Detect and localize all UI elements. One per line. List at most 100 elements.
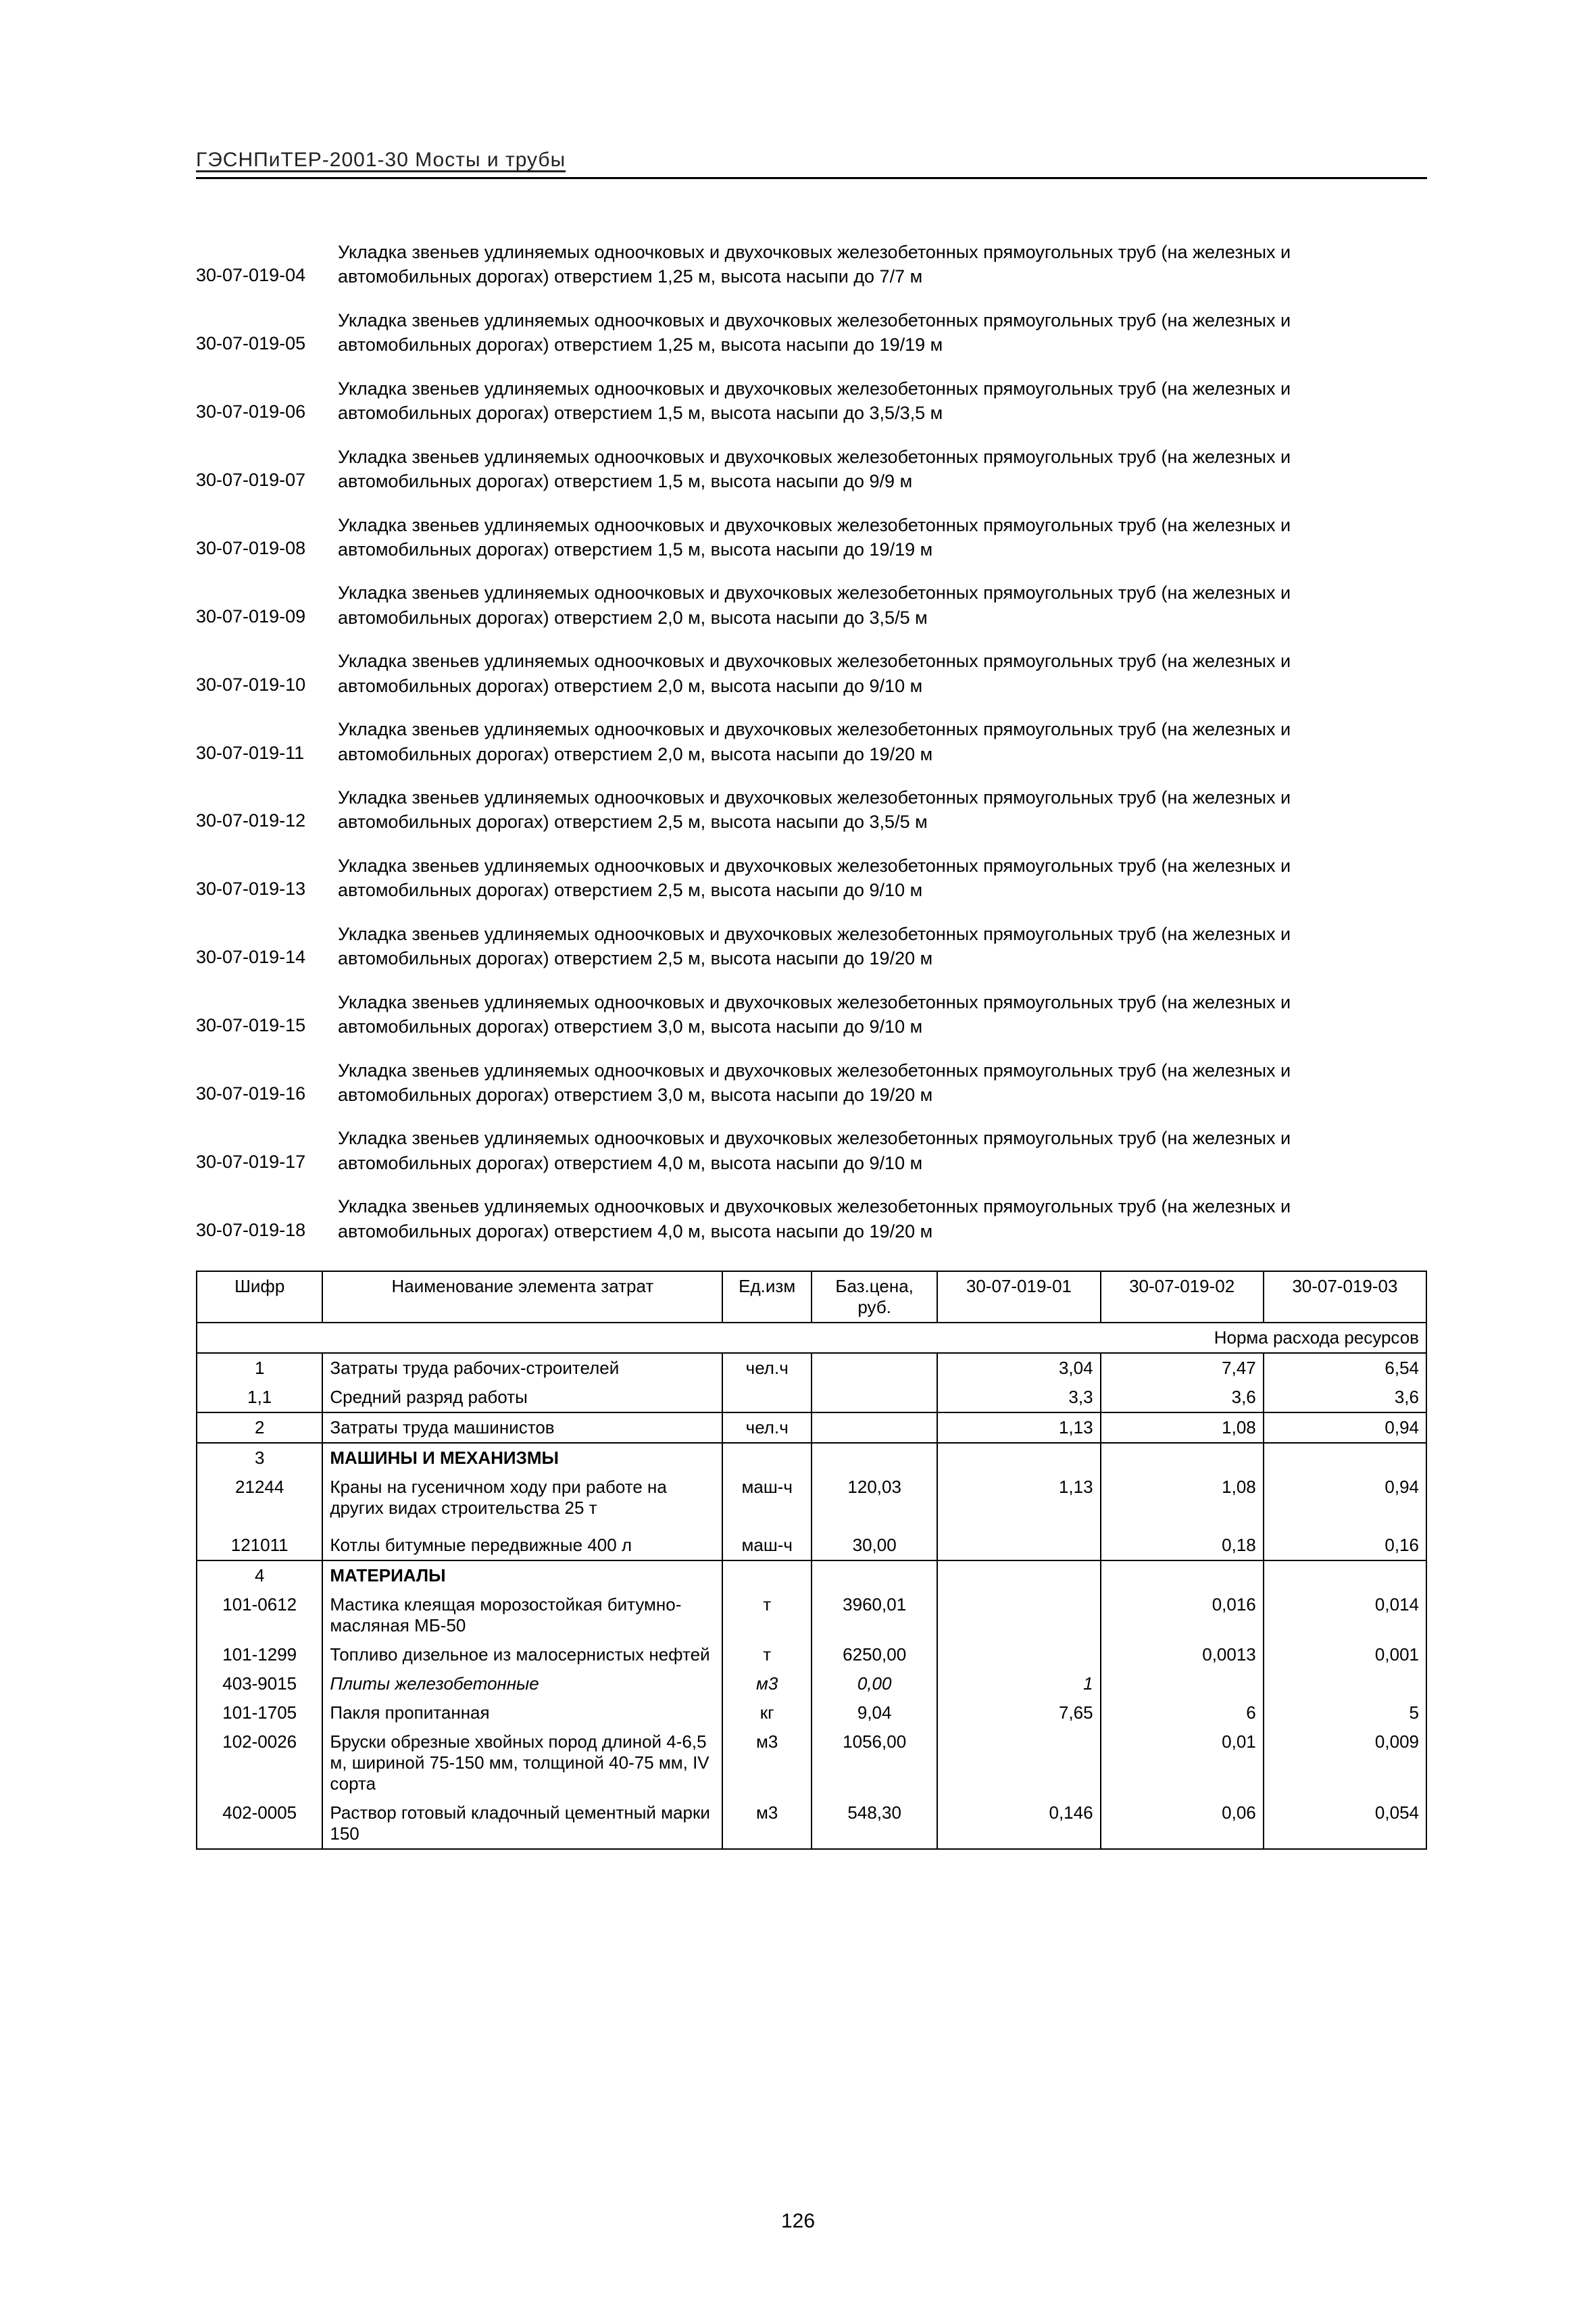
table-cell xyxy=(722,1383,812,1412)
table-cell xyxy=(812,1523,937,1531)
table-cell: м3 xyxy=(722,1727,812,1798)
col-v1: 30-07-019-01 xyxy=(937,1271,1100,1323)
table-row: 102-0026Бруски обрезные хвойных пород дл… xyxy=(197,1727,1426,1798)
table-cell xyxy=(1101,1669,1264,1698)
table-cell xyxy=(937,1560,1100,1590)
entry-row: 30-07-019-15Укладка звеньев удлиняемых о… xyxy=(196,990,1427,1039)
entry-code: 30-07-019-16 xyxy=(196,1058,338,1108)
entry-code: 30-07-019-12 xyxy=(196,785,338,835)
entry-code: 30-07-019-06 xyxy=(196,376,338,426)
table-cell: Раствор готовый кладочный цементный марк… xyxy=(322,1798,722,1849)
table-row: 101-0612Мастика клеящая морозостойкая би… xyxy=(197,1590,1426,1640)
entry-row: 30-07-019-08Укладка звеньев удлиняемых о… xyxy=(196,513,1427,562)
table-cell: 1,13 xyxy=(937,1412,1100,1443)
entry-code: 30-07-019-08 xyxy=(196,513,338,562)
page-number: 126 xyxy=(0,2210,1596,2233)
table-row: 1Затраты труда рабочих-строителейчел.ч3,… xyxy=(197,1353,1426,1383)
table-cell xyxy=(937,1727,1100,1798)
entry-code: 30-07-019-07 xyxy=(196,445,338,494)
table-cell: Бруски обрезные хвойных пород длиной 4-6… xyxy=(322,1727,722,1798)
table-cell xyxy=(197,1523,322,1531)
table-cell: Пакля пропитанная xyxy=(322,1698,722,1727)
table-cell: т xyxy=(722,1640,812,1669)
table-cell xyxy=(1264,1560,1426,1590)
table-header-row: Шифр Наименование элемента затрат Ед.изм… xyxy=(197,1271,1426,1323)
table-cell: 0,0013 xyxy=(1101,1640,1264,1669)
entry-description: Укладка звеньев удлиняемых одноочковых и… xyxy=(338,1126,1427,1175)
table-cell: чел.ч xyxy=(722,1412,812,1443)
table-cell: кг xyxy=(722,1698,812,1727)
table-row: 3МАШИНЫ И МЕХАНИЗМЫ xyxy=(197,1443,1426,1473)
table-row: 101-1705Пакля пропитаннаякг9,047,6565 xyxy=(197,1698,1426,1727)
table-cell xyxy=(937,1640,1100,1669)
table-cell: 6,54 xyxy=(1264,1353,1426,1383)
table-cell: 0,146 xyxy=(937,1798,1100,1849)
col-baseprice: Баз.цена, руб. xyxy=(812,1271,937,1323)
entry-row: 30-07-019-18Укладка звеньев удлиняемых о… xyxy=(196,1194,1427,1244)
table-cell xyxy=(812,1353,937,1383)
col-v2: 30-07-019-02 xyxy=(1101,1271,1264,1323)
entry-row: 30-07-019-07Укладка звеньев удлиняемых о… xyxy=(196,445,1427,494)
table-cell: 102-0026 xyxy=(197,1727,322,1798)
table-cell: 3,3 xyxy=(937,1383,1100,1412)
entry-row: 30-07-019-11Укладка звеньев удлиняемых о… xyxy=(196,717,1427,766)
table-cell: 0,054 xyxy=(1264,1798,1426,1849)
entry-row: 30-07-019-14Укладка звеньев удлиняемых о… xyxy=(196,922,1427,971)
entry-row: 30-07-019-04Укладка звеньев удлиняемых о… xyxy=(196,240,1427,289)
table-cell: 0,01 xyxy=(1101,1727,1264,1798)
table-cell: 30,00 xyxy=(812,1531,937,1560)
table-cell: 2 xyxy=(197,1412,322,1443)
entry-description: Укладка звеньев удлиняемых одноочковых и… xyxy=(338,717,1427,766)
table-cell: 7,47 xyxy=(1101,1353,1264,1383)
table-cell: 0,94 xyxy=(1264,1473,1426,1523)
table-cell: 101-1299 xyxy=(197,1640,322,1669)
table-cell xyxy=(812,1412,937,1443)
table-cell: т xyxy=(722,1590,812,1640)
table-cell xyxy=(812,1383,937,1412)
entry-description: Укладка звеньев удлиняемых одноочковых и… xyxy=(338,922,1427,971)
table-cell xyxy=(722,1523,812,1531)
table-cell xyxy=(937,1523,1100,1531)
table-cell: 1,08 xyxy=(1101,1412,1264,1443)
table-cell xyxy=(1101,1560,1264,1590)
table-cell xyxy=(937,1443,1100,1473)
table-cell: 3,6 xyxy=(1264,1383,1426,1412)
table-cell xyxy=(937,1590,1100,1640)
table-cell: 121011 xyxy=(197,1531,322,1560)
table-cell: МАТЕРИАЛЫ xyxy=(322,1560,722,1590)
table-cell xyxy=(812,1443,937,1473)
entry-code: 30-07-019-05 xyxy=(196,308,338,358)
entry-code: 30-07-019-04 xyxy=(196,240,338,289)
table-cell xyxy=(1264,1523,1426,1531)
table-cell: 1,08 xyxy=(1101,1473,1264,1523)
entry-code: 30-07-019-10 xyxy=(196,649,338,698)
entry-row: 30-07-019-16Укладка звеньев удлиняемых о… xyxy=(196,1058,1427,1108)
table-cell: 0,014 xyxy=(1264,1590,1426,1640)
table-cell xyxy=(1264,1669,1426,1698)
table-cell: 0,18 xyxy=(1101,1531,1264,1560)
table-row: 4МАТЕРИАЛЫ xyxy=(197,1560,1426,1590)
table-cell: чел.ч xyxy=(722,1353,812,1383)
table-cell: Котлы битумные передвижные 400 л xyxy=(322,1531,722,1560)
entry-description: Укладка звеньев удлиняемых одноочковых и… xyxy=(338,581,1427,630)
table-cell: 6 xyxy=(1101,1698,1264,1727)
table-span-header: Норма расхода ресурсов xyxy=(197,1323,1426,1353)
table-cell: 7,65 xyxy=(937,1698,1100,1727)
entry-description: Укладка звеньев удлиняемых одноочковых и… xyxy=(338,649,1427,698)
table-cell: 5 xyxy=(1264,1698,1426,1727)
table-cell: маш-ч xyxy=(722,1531,812,1560)
entry-description: Укладка звеньев удлиняемых одноочковых и… xyxy=(338,308,1427,358)
table-cell: Топливо дизельное из малосернистых нефте… xyxy=(322,1640,722,1669)
table-cell: 1,13 xyxy=(937,1473,1100,1523)
table-cell xyxy=(937,1531,1100,1560)
table-cell: 9,04 xyxy=(812,1698,937,1727)
table-cell: 4 xyxy=(197,1560,322,1590)
entry-row: 30-07-019-12Укладка звеньев удлиняемых о… xyxy=(196,785,1427,835)
entry-row: 30-07-019-13Укладка звеньев удлиняемых о… xyxy=(196,854,1427,903)
col-v3: 30-07-019-03 xyxy=(1264,1271,1426,1323)
table-cell: 0,009 xyxy=(1264,1727,1426,1798)
table-cell: 3,6 xyxy=(1101,1383,1264,1412)
table-cell: 21244 xyxy=(197,1473,322,1523)
table-cell: 402-0005 xyxy=(197,1798,322,1849)
entry-code: 30-07-019-15 xyxy=(196,990,338,1039)
